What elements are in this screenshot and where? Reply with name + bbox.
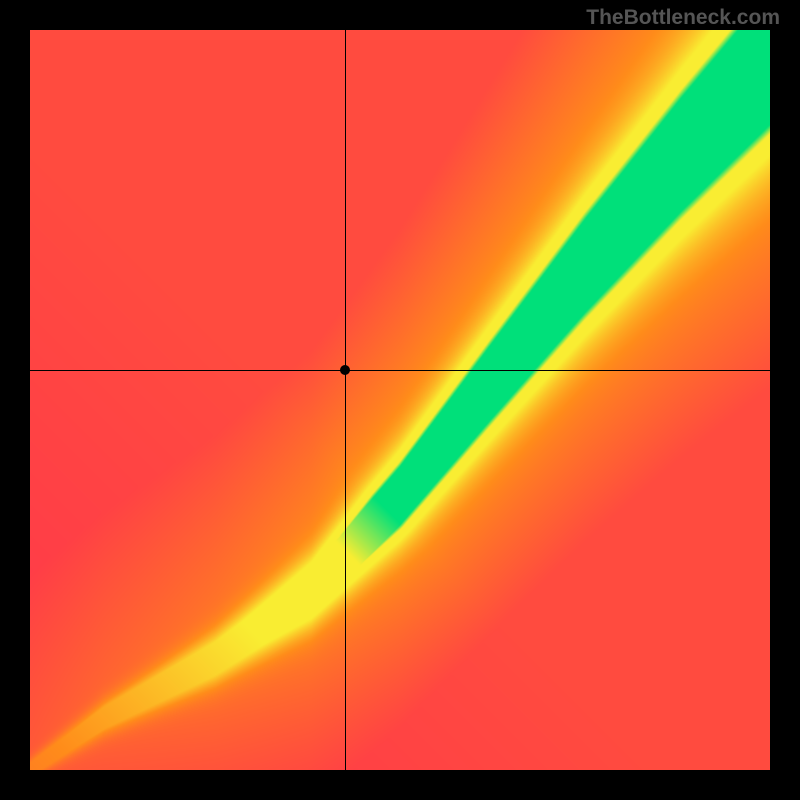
- crosshair-vertical: [345, 30, 346, 770]
- crosshair-horizontal: [30, 370, 770, 371]
- watermark: TheBottleneck.com: [586, 6, 780, 30]
- bottleneck-heatmap: [30, 30, 770, 770]
- crosshair-marker[interactable]: [340, 365, 350, 375]
- plot-area: [30, 30, 770, 770]
